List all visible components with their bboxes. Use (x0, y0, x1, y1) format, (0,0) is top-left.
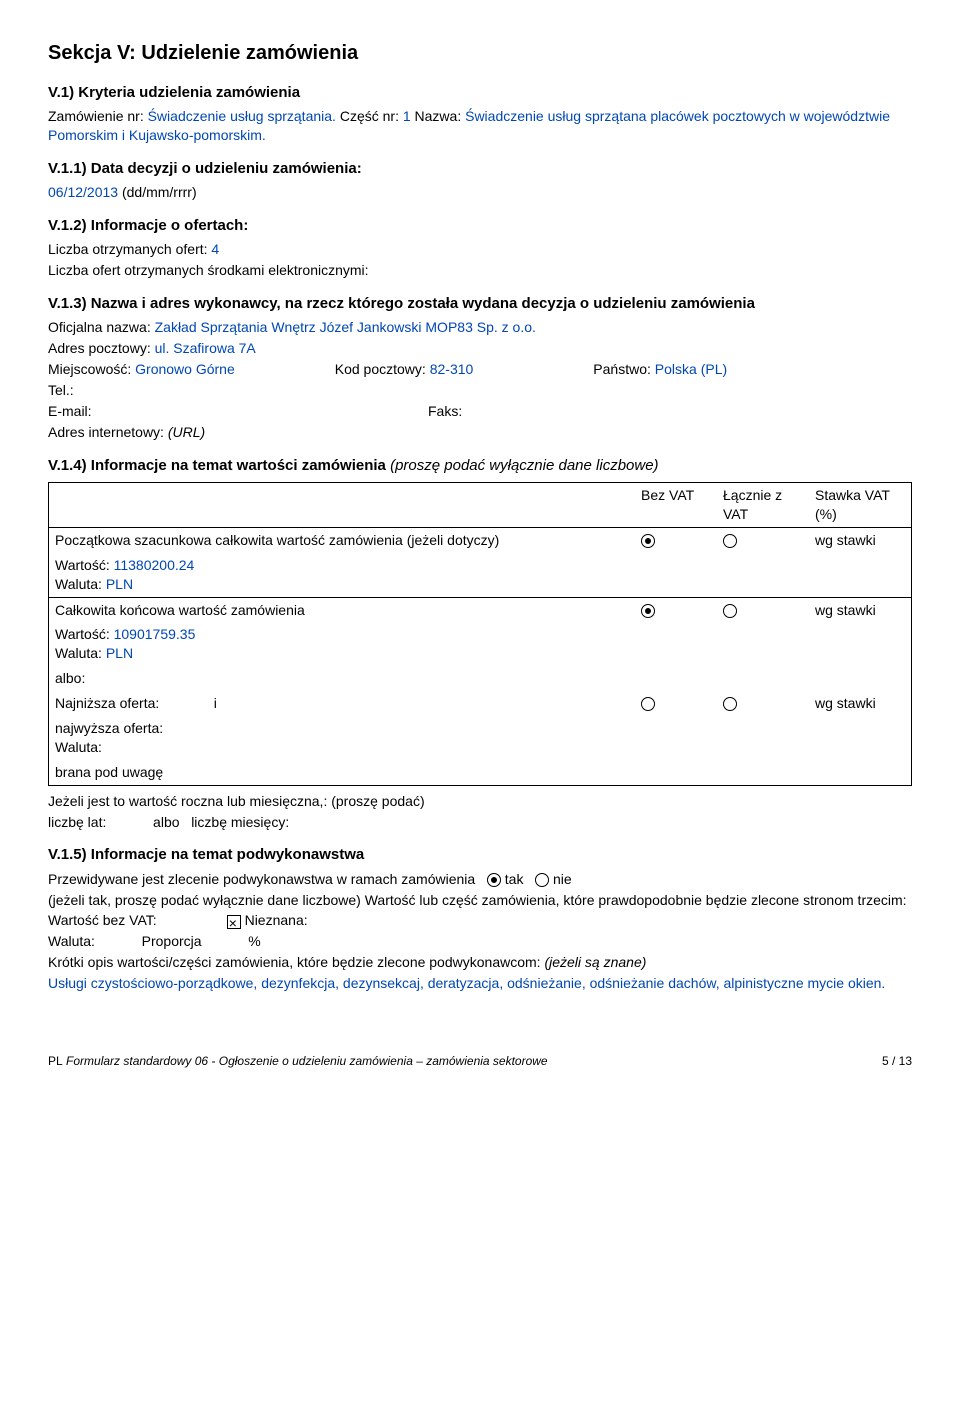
v13-official-label: Oficjalna nazwa: (48, 319, 151, 335)
v12-received-line: Liczba otrzymanych ofert: 4 (48, 240, 912, 259)
order-label: Zamówienie nr: (48, 108, 144, 124)
footer-prefix: PL (48, 1054, 63, 1068)
v15-short-desc-line: Krótki opis wartości/części zamówienia, … (48, 953, 912, 972)
v14-currency-label1: Waluta: (55, 576, 102, 592)
v15-short-desc-hint: (jeżeli są znane) (544, 954, 646, 970)
v14-final-value: 10901759.35 (114, 626, 196, 642)
v13-official-line: Oficjalna nazwa: Zakład Sprzątania Wnętr… (48, 318, 912, 337)
v15-percent: % (248, 933, 260, 949)
v13-city-value: Gronowo Górne (135, 361, 235, 377)
v11-heading: V.1.1) Data decyzji o udzieleniu zamówie… (48, 159, 912, 179)
v14-value-label2: Wartość: (55, 626, 110, 642)
v13-city-label: Miejscowość: (48, 361, 131, 377)
v14-value-label1: Wartość: (55, 557, 110, 573)
v12-electronic-label: Liczba ofert otrzymanych środkami elektr… (48, 261, 912, 280)
v14-heading-hint: (proszę podać wyłącznie dane liczbowe) (390, 457, 658, 474)
v11-date-fmt: (dd/mm/rrrr) (122, 184, 197, 200)
radio-initial-bez[interactable] (641, 534, 655, 548)
radio-initial-lacz[interactable] (723, 534, 737, 548)
v15-unknown-label: Nieznana: (245, 912, 308, 928)
part-value: 1 (403, 108, 411, 124)
v15-expected-label: Przewidywane jest zlecenie podwykonawstw… (48, 871, 475, 887)
order-value: Świadczenie usług sprzątania. (148, 108, 336, 124)
v14-currency-value2: PLN (106, 645, 133, 661)
footer-text: Formularz standardowy 06 - Ogłoszenie o … (66, 1054, 548, 1068)
v14-lowest-label: Najniższa oferta: (55, 695, 159, 711)
part-label: Część nr: (340, 108, 399, 124)
v14-albo-label: albo (153, 814, 179, 830)
v14-wg1: wg stawki (809, 527, 912, 552)
v15-value-unknown-line: Wartość bez VAT: Nieznana: (48, 911, 912, 930)
radio-final-lacz[interactable] (723, 604, 737, 618)
v13-country-label: Państwo: (593, 361, 651, 377)
section-heading: Sekcja V: Udzielenie zamówienia (48, 40, 912, 67)
v15-short-desc-value: Usługi czystościowo-porządkowe, dezynfek… (48, 974, 912, 993)
v13-email-label: E-mail: (48, 402, 408, 421)
v13-email-fax-row: E-mail: Faks: (48, 402, 912, 421)
radio-final-bez[interactable] (641, 604, 655, 618)
page-footer: PL Formularz standardowy 06 - Ogłoszenie… (48, 1053, 912, 1069)
radio-sub-no[interactable] (535, 873, 549, 887)
v14-yearly-label: Jeżeli jest to wartość roczna lub miesię… (48, 792, 912, 811)
v14-wg3: wg stawki (809, 691, 912, 716)
v14-or-label: albo: (49, 666, 636, 691)
v14-col-bez: Bez VAT (635, 483, 717, 528)
name-label: Nazwa: (415, 108, 462, 124)
footer-page: 5 / 13 (882, 1053, 912, 1069)
radio-range-lacz[interactable] (723, 697, 737, 711)
v14-currency-only-label: Waluta: (55, 739, 102, 755)
radio-sub-yes[interactable] (487, 873, 501, 887)
v13-tel-label: Tel.: (48, 381, 912, 400)
v13-postal-value: 82-310 (430, 361, 474, 377)
v13-official-value: Zakład Sprzątania Wnętrz Józef Jankowski… (155, 319, 536, 335)
v14-heading-prefix: V.1.4) Informacje na temat wartości zamó… (48, 457, 386, 474)
v14-highest-label: najwyższa oferta: (55, 720, 163, 736)
v14-years-label: liczbę lat: (48, 814, 106, 830)
v13-address-label: Adres pocztowy: (48, 340, 151, 356)
v15-if-yes-label: (jeżeli tak, proszę podać wyłącznie dane… (48, 891, 912, 910)
v14-final-label: Całkowita końcowa wartość zamówienia (49, 597, 636, 622)
v15-heading: V.1.5) Informacje na temat podwykonawstw… (48, 845, 912, 865)
checkbox-unknown[interactable] (227, 915, 241, 929)
v14-col-lacz: Łącznie z VAT (717, 483, 809, 528)
v12-heading: V.1.2) Informacje o ofertach: (48, 216, 912, 236)
radio-range-bez[interactable] (641, 697, 655, 711)
v15-yes-label: tak (505, 871, 524, 887)
v14-initial-value: 11380200.24 (114, 557, 195, 573)
v15-expected-line: Przewidywane jest zlecenie podwykonawstw… (48, 870, 912, 889)
v12-received-value: 4 (211, 241, 219, 257)
v11-date-line: 06/12/2013 (dd/mm/rrrr) (48, 183, 912, 202)
v13-heading: V.1.3) Nazwa i adres wykonawcy, na rzecz… (48, 294, 912, 314)
v15-currency-prop-line: Waluta: Proporcja % (48, 932, 912, 951)
v15-proportion-label: Proporcja (142, 933, 202, 949)
order-line: Zamówienie nr: Świadczenie usług sprząta… (48, 107, 912, 145)
v14-wg2: wg stawki (809, 597, 912, 622)
v14-initial-label: Początkowa szacunkowa całkowita wartość … (49, 527, 636, 552)
v14-brana-label: brana pod uwagę (49, 760, 636, 785)
v14-months-label: liczbę miesięcy: (191, 814, 289, 830)
v15-value-novat-label: Wartość bez VAT: (48, 912, 157, 928)
v13-url-hint: (URL) (168, 424, 205, 440)
v13-city-row: Miejscowość: Gronowo Górne Kod pocztowy:… (48, 360, 912, 379)
v14-years-months-line: liczbę lat: albo liczbę miesięcy: (48, 813, 912, 832)
v13-address-line: Adres pocztowy: ul. Szafirowa 7A (48, 339, 912, 358)
v14-currency-value1: PLN (106, 576, 133, 592)
v14-heading: V.1.4) Informacje na temat wartości zamó… (48, 456, 912, 476)
v13-postal-label: Kod pocztowy: (335, 361, 426, 377)
v15-currency-label: Waluta: (48, 933, 95, 949)
v13-url-line: Adres internetowy: (URL) (48, 423, 912, 442)
v13-fax-label: Faks: (428, 402, 462, 421)
v13-address-value: ul. Szafirowa 7A (155, 340, 256, 356)
v13-url-label: Adres internetowy: (48, 424, 164, 440)
v14-currency-label2: Waluta: (55, 645, 102, 661)
v13-country-value: Polska (PL) (655, 361, 727, 377)
v11-date: 06/12/2013 (48, 184, 118, 200)
v15-no-label: nie (553, 871, 572, 887)
criteria-heading: V.1) Kryteria udzielenia zamówienia (48, 83, 912, 103)
v14-col-stawka: Stawka VAT (%) (809, 483, 912, 528)
v14-table: Bez VAT Łącznie z VAT Stawka VAT (%) Poc… (48, 482, 912, 786)
v14-and-label: i (214, 695, 217, 711)
v12-received-label: Liczba otrzymanych ofert: (48, 241, 208, 257)
v15-short-desc-label: Krótki opis wartości/części zamówienia, … (48, 954, 541, 970)
